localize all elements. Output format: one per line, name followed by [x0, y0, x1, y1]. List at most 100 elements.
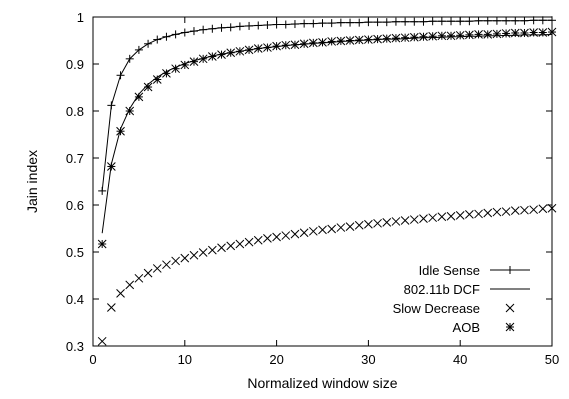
data-point-aob	[400, 33, 410, 43]
data-point-slow-decrease	[272, 232, 281, 242]
data-point-aob	[364, 35, 373, 44]
data-point-slow-decrease	[483, 208, 493, 218]
data-point-aob	[373, 34, 382, 44]
data-point-aob	[428, 31, 438, 41]
data-point-slow-decrease	[308, 226, 318, 236]
data-point-aob	[152, 75, 162, 84]
x-axis-ticks: 0 10 20 30 40 50	[89, 17, 559, 367]
data-point-idle-sense	[208, 24, 217, 33]
data-point-idle-sense	[235, 22, 244, 31]
data-point-slow-decrease	[244, 237, 254, 247]
data-point-slow-decrease	[226, 241, 236, 251]
data-point-aob	[217, 50, 226, 59]
data-point-aob	[134, 92, 144, 102]
data-point-aob	[409, 32, 419, 42]
data-point-aob	[290, 40, 300, 50]
data-point-aob	[180, 60, 190, 70]
legend-label: AOB	[453, 320, 480, 335]
data-point-idle-sense	[318, 19, 327, 28]
series-idle-sense	[98, 16, 556, 195]
data-point-slow-decrease	[253, 235, 263, 245]
data-point-idle-sense	[548, 16, 556, 25]
data-point-idle-sense	[538, 16, 547, 25]
data-point-slow-decrease	[446, 211, 456, 221]
data-point-aob	[327, 37, 337, 46]
data-point-idle-sense	[162, 32, 171, 41]
data-point-aob	[437, 31, 447, 41]
data-point-idle-sense	[226, 23, 235, 32]
data-point-aob	[226, 48, 236, 58]
data-point-idle-sense	[171, 30, 180, 39]
data-point-slow-decrease	[97, 336, 107, 346]
data-point-slow-decrease	[529, 205, 538, 215]
data-point-aob	[382, 34, 392, 43]
x-tick-label: 20	[269, 352, 283, 367]
data-point-aob	[171, 64, 180, 74]
data-point-idle-sense	[474, 16, 483, 25]
data-point-idle-sense	[336, 18, 345, 27]
data-point-idle-sense	[309, 19, 318, 28]
data-point-slow-decrease	[510, 206, 520, 215]
data-point-slow-decrease	[354, 220, 364, 230]
data-point-idle-sense	[483, 16, 492, 25]
data-point-aob	[116, 126, 125, 136]
data-point-aob	[474, 30, 483, 39]
data-point-slow-decrease	[299, 228, 309, 238]
data-point-idle-sense	[116, 71, 125, 80]
data-point-aob	[446, 31, 456, 41]
data-point-idle-sense	[520, 16, 529, 25]
data-point-aob	[107, 162, 116, 171]
data-point-aob	[97, 239, 107, 249]
data-point-idle-sense	[245, 21, 254, 30]
data-point-aob	[354, 35, 364, 45]
data-point-slow-decrease	[409, 215, 419, 224]
data-point-slow-decrease	[217, 243, 226, 253]
data-point-idle-sense	[300, 19, 309, 28]
data-point-slow-decrease	[336, 223, 346, 232]
series-layer	[97, 16, 557, 346]
data-point-idle-sense	[419, 17, 428, 26]
legend-label: Idle Sense	[419, 263, 480, 278]
y-tick-label: 0.5	[66, 245, 84, 260]
legend-marker	[505, 303, 515, 313]
data-point-idle-sense	[401, 17, 410, 26]
data-point-slow-decrease	[419, 214, 428, 223]
data-point-idle-sense	[180, 28, 189, 37]
data-point-idle-sense	[346, 18, 355, 27]
data-point-slow-decrease	[345, 222, 355, 231]
series-slow-decrease	[97, 203, 557, 346]
x-tick-label: 40	[453, 352, 467, 367]
data-point-idle-sense	[199, 25, 208, 34]
data-point-slow-decrease	[318, 225, 327, 235]
data-point-idle-sense	[511, 16, 520, 25]
data-point-aob	[189, 57, 199, 67]
data-point-slow-decrease	[373, 218, 382, 228]
data-point-aob	[162, 69, 171, 78]
data-point-idle-sense	[281, 20, 290, 29]
data-point-aob	[391, 33, 401, 43]
x-tick-label: 50	[545, 352, 559, 367]
data-point-slow-decrease	[455, 210, 465, 220]
data-point-slow-decrease	[327, 224, 337, 234]
data-point-idle-sense	[107, 101, 116, 110]
data-point-slow-decrease	[501, 207, 511, 216]
data-point-idle-sense	[355, 18, 364, 27]
data-point-slow-decrease	[152, 264, 162, 273]
series-line-idle-sense	[101, 19, 552, 191]
data-point-slow-decrease	[162, 260, 171, 270]
data-point-idle-sense	[189, 27, 198, 36]
legend-item-aob: AOB	[453, 320, 515, 335]
data-point-aob	[419, 32, 428, 42]
data-point-aob	[538, 28, 548, 37]
data-point-aob	[529, 28, 538, 37]
data-point-idle-sense	[364, 18, 373, 27]
data-point-aob	[263, 43, 272, 52]
data-point-idle-sense	[373, 18, 382, 27]
y-tick-label: 0.7	[66, 151, 84, 166]
series-802-11b-dcf	[101, 33, 553, 234]
y-tick-label: 0.4	[66, 292, 84, 307]
data-point-slow-decrease	[547, 203, 557, 213]
data-point-slow-decrease	[207, 245, 217, 255]
data-point-idle-sense	[153, 35, 162, 44]
data-point-aob	[207, 52, 217, 61]
